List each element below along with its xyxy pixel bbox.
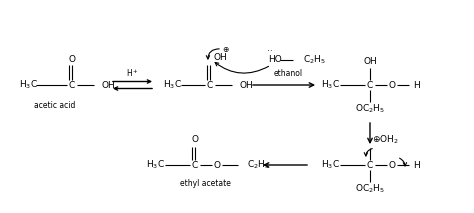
- Text: OC$_2$H$_5$: OC$_2$H$_5$: [355, 183, 385, 195]
- Text: H: H: [413, 161, 420, 170]
- Text: C: C: [207, 81, 213, 89]
- Text: OH: OH: [240, 81, 254, 89]
- Text: H$_3$C: H$_3$C: [320, 79, 339, 91]
- Text: H$_3$C: H$_3$C: [18, 79, 37, 91]
- Text: OC$_2$H$_5$: OC$_2$H$_5$: [355, 103, 385, 115]
- Text: C: C: [192, 161, 198, 170]
- Text: OH: OH: [214, 53, 228, 62]
- Text: ethanol: ethanol: [273, 69, 302, 78]
- Text: C: C: [367, 81, 373, 89]
- Text: HO: HO: [268, 56, 282, 65]
- Text: H$_3$C: H$_3$C: [320, 159, 339, 171]
- Text: C: C: [69, 81, 75, 89]
- Text: ⊕: ⊕: [222, 46, 228, 55]
- Text: ethyl acetate: ethyl acetate: [180, 178, 230, 187]
- Text: OH: OH: [102, 81, 116, 89]
- Text: OH: OH: [363, 56, 377, 66]
- Text: C$_2$H$_5$: C$_2$H$_5$: [303, 54, 326, 66]
- Text: O: O: [191, 135, 199, 144]
- Text: O: O: [69, 55, 75, 63]
- Text: H$_3$C: H$_3$C: [163, 79, 182, 91]
- Text: acetic acid: acetic acid: [34, 101, 76, 109]
- Text: O: O: [213, 161, 220, 170]
- Text: ··: ··: [267, 47, 273, 56]
- Text: ⊕OH$_2$: ⊕OH$_2$: [372, 134, 399, 146]
- Text: C$_2$H$_5$: C$_2$H$_5$: [247, 159, 270, 171]
- Text: H$^+$: H$^+$: [126, 67, 139, 79]
- Text: O: O: [389, 161, 395, 170]
- Text: H$_3$C: H$_3$C: [146, 159, 164, 171]
- Text: O: O: [389, 81, 395, 89]
- Text: C: C: [367, 161, 373, 170]
- Text: H: H: [413, 81, 420, 89]
